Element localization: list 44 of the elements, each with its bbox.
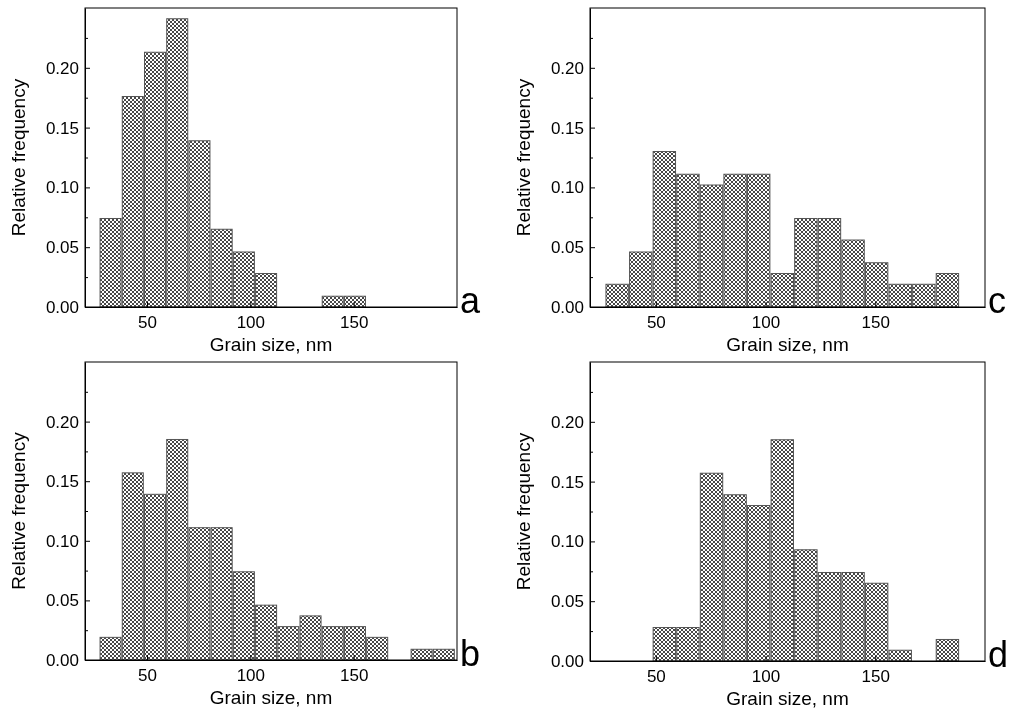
y-tick-label: 0.20: [45, 412, 79, 432]
y-tick-label: 0.10: [45, 178, 79, 198]
x-tick-label: 50: [646, 667, 666, 687]
y-tick-label: 0.20: [45, 58, 79, 78]
text: a: [460, 280, 481, 321]
y-tick-label: 0.10: [550, 178, 584, 198]
y-tick-label: 0.15: [45, 118, 79, 138]
y-tick-label: 0.00: [45, 297, 79, 317]
y-axis-title: Relative frequency: [513, 432, 534, 591]
x-tick-label: 100: [236, 666, 266, 686]
y-axis-title: Relative frequency: [513, 78, 534, 237]
x-tick-label: 100: [236, 313, 266, 333]
y-tick-label: 0.10: [550, 532, 584, 552]
y-axis-title: Relative frequency: [8, 78, 29, 237]
y-tick-label: 0.05: [45, 591, 79, 611]
x-axis-title: Grain size, nm: [726, 334, 849, 355]
y-tick-label: 0.15: [550, 472, 584, 492]
x-tick-label: 150: [861, 313, 890, 333]
y-axis-title: Relative frequency: [8, 431, 29, 590]
text: b: [460, 633, 481, 674]
x-axis-title: Grain size, nm: [209, 687, 333, 708]
text: d: [988, 634, 1009, 675]
x-tick-label: 150: [339, 666, 369, 686]
y-tick-label: 0.15: [45, 472, 79, 492]
x-tick-label: 100: [751, 313, 781, 333]
y-tick-label: 0.00: [550, 651, 584, 671]
x-axis-title: Grain size, nm: [726, 688, 849, 709]
y-tick-label: 0.15: [550, 118, 584, 138]
x-tick-label: 50: [138, 666, 157, 686]
x-tick-label: 150: [339, 313, 369, 333]
y-tick-label: 0.20: [550, 412, 584, 432]
y-tick-label: 0.05: [550, 238, 584, 258]
y-tick-label: 0.00: [550, 297, 584, 317]
y-tick-label: 0.10: [45, 531, 79, 551]
x-tick-label: 50: [138, 313, 157, 333]
x-axis-title: Grain size, nm: [209, 334, 333, 355]
y-tick-label: 0.05: [45, 238, 79, 258]
y-tick-label: 0.05: [550, 592, 584, 612]
x-tick-label: 100: [751, 667, 781, 687]
text: c: [988, 280, 1006, 321]
y-tick-label: 0.20: [550, 58, 584, 78]
y-tick-label: 0.00: [45, 650, 79, 670]
x-tick-label: 50: [646, 313, 666, 333]
x-tick-label: 150: [861, 667, 890, 687]
